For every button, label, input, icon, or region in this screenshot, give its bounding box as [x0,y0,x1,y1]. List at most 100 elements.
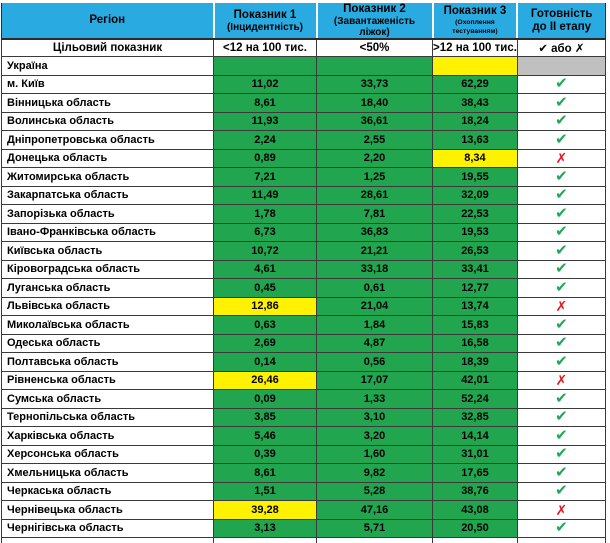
region-name: Київська область [2,242,214,261]
indicator-value-cell: 19,53 [433,223,518,242]
indicator-value-cell: 3,85 [214,408,317,427]
indicator-value-cell: 0,14 [214,353,317,372]
region-name: Тернопільська область [2,408,214,427]
indicator-value-cell [214,57,317,76]
column-header-readiness: Готовність до ІІ етапу [517,2,605,39]
indicator-value-cell: 1,84 [317,316,433,335]
region-name: Запорізька область [2,205,214,224]
indicator-value-cell: 8,61 [214,464,317,483]
indicator-value-cell: 1,78 [214,205,317,224]
indicator-value-cell: 28,61 [317,186,433,205]
region-name: Волинська область [2,112,214,131]
region-name: Закарпатська область [2,186,214,205]
indicator-value-cell: 22,53 [433,205,518,224]
indicator-value-cell: 13,63 [433,131,518,150]
region-name: Черкаська область [2,482,214,501]
indicator-value-cell: 5,71 [317,519,433,538]
indicator-value-cell: 8,61 [214,94,317,113]
indicator-value-cell: 36,83 [317,223,433,242]
indicator-value-cell: 15,83 [433,316,518,335]
readiness-table-page: Регіон Показник 1 (Інцидентність) Показн… [0,1,610,515]
indicator-value-cell: 32,09 [433,186,518,205]
cross-icon: ✗ [517,297,605,316]
indicator-value-cell: 1,25 [317,168,433,187]
target-row-label: Цільовий показник [2,39,214,57]
table-row: Україна [2,57,606,76]
check-icon: ✔ [517,464,605,483]
column-subtitle: (Інцидентність) [215,22,316,33]
indicator-value-cell: 5,46 [214,427,317,446]
indicator-value-cell: 0,45 [214,279,317,298]
indicator-value-cell: 16,58 [433,334,518,353]
region-name: Сумська область [2,390,214,409]
indicator-value-cell: 43,08 [433,501,518,520]
indicator-value-cell: 17,07 [317,371,433,390]
indicator-value-cell: 0,56 [317,353,433,372]
indicator-value-cell: 9,82 [317,464,433,483]
check-icon: ✔ [517,131,605,150]
check-icon: ✔ [517,390,605,409]
indicator-value-cell: 8,34 [433,149,518,168]
region-name: Чернігівська область [2,519,214,538]
region-name: Житомирська область [2,168,214,187]
check-icon: ✔ [517,75,605,94]
region-name: Івано-Франківська область [2,223,214,242]
indicator-value-cell: 33,41 [433,260,518,279]
header-row: Регіон Показник 1 (Інцидентність) Показн… [2,2,606,39]
indicator-value-cell: 18,24 [433,112,518,131]
indicator-value-cell: 0,39 [214,445,317,464]
check-icon: ✔ [517,408,605,427]
check-icon: ✔ [517,427,605,446]
indicator-value-cell: 4,61 [214,260,317,279]
indicator-value-cell: 0,89 [214,149,317,168]
empty-cell [517,538,605,543]
indicator-value-cell: 2,69 [214,334,317,353]
target-value-indicator-1: <12 на 100 тис. [214,39,317,57]
indicator-value-cell: 5,28 [317,482,433,501]
column-header-region: Регіон [2,2,214,39]
check-icon: ✔ [517,260,605,279]
check-icon: ✔ [517,94,605,113]
target-value-indicator-2: <50% [317,39,433,57]
cross-icon: ✗ [517,149,605,168]
indicator-value-cell: 26,46 [214,371,317,390]
indicator-value-cell: 0,09 [214,390,317,409]
indicator-value-cell: 21,04 [317,297,433,316]
region-name: Чернівецька область [2,501,214,520]
indicator-value-cell: 3,10 [317,408,433,427]
empty-cell [317,538,433,543]
indicator-value-cell: 4,87 [317,334,433,353]
empty-cell [433,538,518,543]
region-name: Хмельницька область [2,464,214,483]
indicator-value-cell: 1,60 [317,445,433,464]
indicator-value-cell: 19,55 [433,168,518,187]
region-name: Луганська область [2,279,214,298]
region-name: Миколаївська область [2,316,214,335]
indicator-value-cell: 1,33 [317,390,433,409]
cross-icon: ✗ [517,371,605,390]
column-subtitle: (Завантаженість ліжок) [318,16,432,38]
check-icon: ✔ [517,186,605,205]
indicator-value-cell: 10,72 [214,242,317,261]
region-name: Рівненська область [2,371,214,390]
check-icon: ✔ [517,168,605,187]
region-name: Вінницька область [2,94,214,113]
indicator-value-cell: 26,53 [433,242,518,261]
indicator-value-cell: 6,73 [214,223,317,242]
column-subtitle: (Охоплення тестуванням) [434,18,517,36]
indicator-value-cell: 3,20 [317,427,433,446]
indicator-value-cell: 33,73 [317,75,433,94]
region-name: Дніпропетровська область [2,131,214,150]
